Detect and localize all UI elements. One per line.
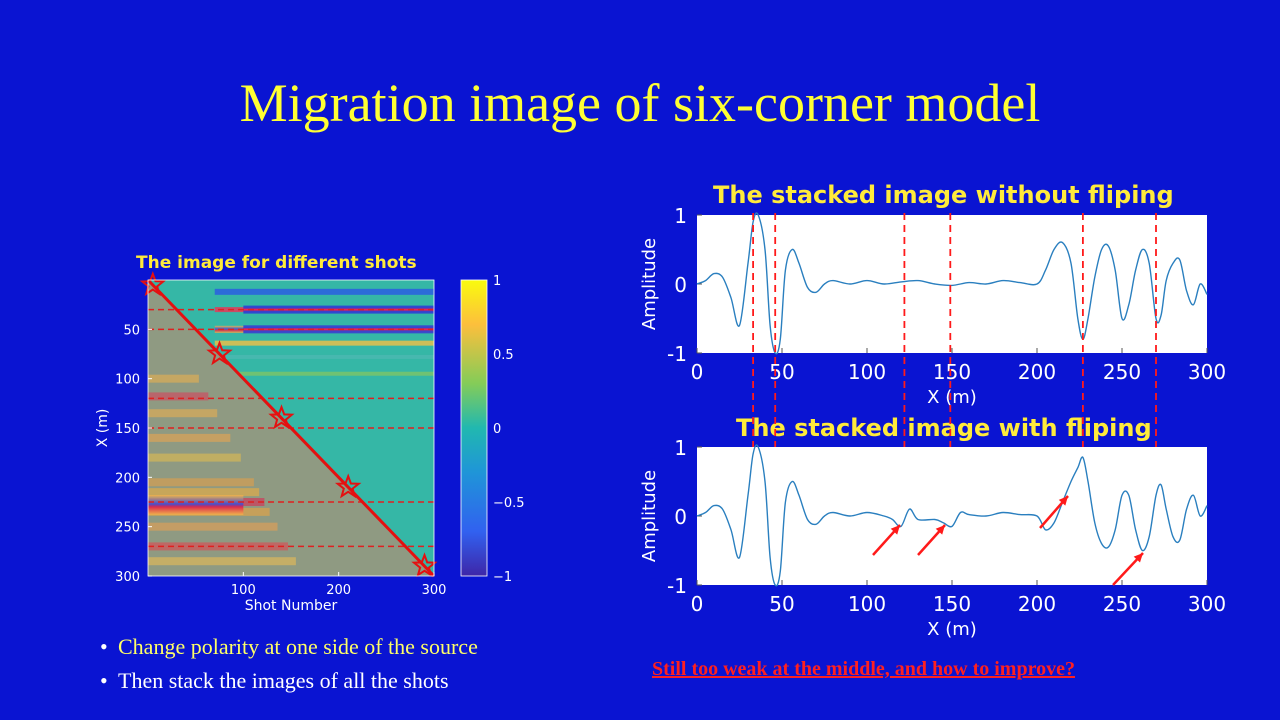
colorbar-tick-label: −0.5 [493,496,525,511]
heatmap-band [148,557,296,566]
chart-title-without-fliping: The stacked image without fliping [713,181,1174,209]
x-tick-label: 150 [933,592,971,616]
y-tick-label: 150 [115,422,140,437]
x-tick-label: 200 [1018,360,1056,384]
star-marker-icon [139,271,166,297]
star-marker-icon [334,473,362,499]
bullet-dot-icon: • [100,634,108,659]
star-marker-icon [411,552,438,578]
x-tick-label: 0 [691,360,704,384]
x-axis-label: X (m) [927,387,977,408]
heatmap-band [148,392,209,401]
red-arrow-head-icon [935,525,945,535]
heatmap-band [214,288,434,295]
heatmap-band [148,374,199,383]
heatmap-band [148,522,278,531]
series-line [696,444,1208,587]
y-tick-label: 200 [115,471,140,486]
red-arrow-head-icon [890,525,900,535]
y-tick-label: 50 [123,323,140,338]
x-tick-label: 300 [1188,592,1226,616]
x-tick-label: 300 [1188,360,1226,384]
y-tick-label: 0 [674,273,687,297]
x-axis-label: X (m) [927,619,977,640]
improvement-note: Still too weak at the middle, and how to… [652,658,1075,680]
y-axis-label: Amplitude [639,238,660,330]
red-arrow-head-icon [1058,496,1068,506]
x-tick-label: 100 [231,583,256,598]
y-tick-label: 1 [674,204,687,228]
y-tick-label: 1 [674,436,687,460]
plot-area [697,215,1207,353]
y-tick-label: 100 [115,373,140,388]
y-tick-label: -1 [667,574,687,598]
y-axis-label: X (m) [95,409,111,448]
x-tick-label: 250 [1103,360,1141,384]
bullet-item: • Change polarity at one side of the sou… [100,632,478,666]
colorbar-tick-label: 0 [493,422,501,437]
x-tick-label: 200 [1018,592,1056,616]
heatmap-plot: 50 100 150 200 250 300 100 200 300 Shot Number X (… [95,271,525,614]
heatmap-title: The image for different shots [136,253,417,273]
x-tick-label: 250 [1103,592,1141,616]
x-tick-label: 50 [769,360,794,384]
heatmap-band [148,488,260,497]
bullet-item: • Then stack the images of all the shots [100,666,478,700]
x-tick-label: 0 [691,592,704,616]
y-axis-label: Amplitude [639,470,660,562]
star-marker-icon [268,404,295,430]
x-tick-label: 150 [933,360,971,384]
star-marker-icon [206,340,233,366]
heatmap-band [148,453,241,462]
heatmap-band [222,354,434,359]
y-tick-label: 300 [115,570,140,585]
colorbar-tick-label: 0.5 [493,348,514,363]
y-tick-label: 250 [115,521,140,536]
x-tick-label: 300 [422,583,447,598]
x-tick-label: 100 [848,360,886,384]
x-tick-label: 50 [769,592,794,616]
colorbar-tick-label: 1 [493,274,501,289]
heatmap-band [148,542,288,551]
heatmap-band [148,409,218,418]
y-tick-label: 0 [674,505,687,529]
red-arrow-head-icon [1133,553,1143,563]
heatmap-band [238,371,434,376]
heatmap-band [148,495,244,515]
colorbar-tick-label: −1 [493,570,512,585]
x-axis-label: Shot Number [245,598,338,614]
source-diagonal-line [146,278,436,578]
x-tick-label: 200 [326,583,351,598]
heatmap-band [148,478,254,487]
heatmap-band [214,340,434,346]
bullet-dot-icon: • [100,668,108,693]
bullet-list: • Change polarity at one side of the sou… [100,632,478,700]
bullet-text: Change polarity at one side of the sourc… [118,634,478,659]
x-tick-label: 100 [848,592,886,616]
series-line [696,212,1208,355]
colorbar [460,279,488,577]
y-tick-label: -1 [667,342,687,366]
heatmap-band [148,433,231,442]
plot-area [697,447,1207,585]
bullet-text: Then stack the images of all the shots [118,668,449,693]
slide-title: Migration image of six-corner model [239,73,1041,133]
